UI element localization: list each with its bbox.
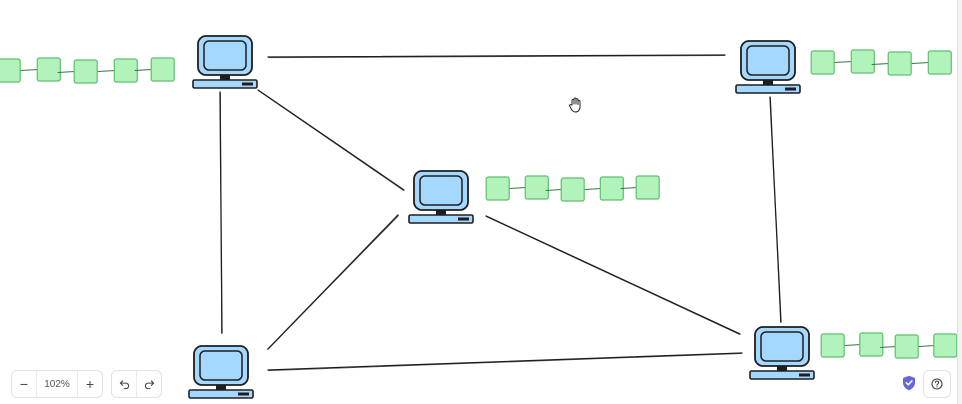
history-controls xyxy=(111,370,162,398)
chain-link xyxy=(834,61,853,63)
block[interactable] xyxy=(560,177,585,202)
computer-icon[interactable] xyxy=(749,326,815,380)
chain-link xyxy=(918,345,935,347)
block[interactable] xyxy=(0,58,21,83)
block[interactable] xyxy=(820,333,845,358)
connection-line[interactable] xyxy=(267,54,726,59)
block-chain xyxy=(0,57,175,84)
chain-link xyxy=(880,346,897,348)
chain-link xyxy=(844,344,861,346)
hand-cursor-icon xyxy=(569,97,581,113)
connection-line[interactable] xyxy=(219,91,223,334)
chain-link xyxy=(545,189,563,191)
block[interactable] xyxy=(850,49,875,74)
block-chain xyxy=(485,175,660,202)
block[interactable] xyxy=(635,175,660,200)
zoom-out-button[interactable]: − xyxy=(19,376,29,392)
chain-link xyxy=(97,70,116,72)
connection-line[interactable] xyxy=(267,352,743,372)
block[interactable] xyxy=(810,50,835,75)
computers-layer xyxy=(188,35,815,399)
block[interactable] xyxy=(927,50,952,75)
help-icon xyxy=(931,378,943,390)
connections-layer xyxy=(219,54,782,372)
block[interactable] xyxy=(887,51,912,76)
block[interactable] xyxy=(73,59,98,84)
chain-link xyxy=(134,69,153,71)
block[interactable] xyxy=(524,175,549,200)
block-chain xyxy=(810,49,952,76)
block[interactable] xyxy=(933,333,958,358)
block[interactable] xyxy=(36,57,61,82)
redo-icon xyxy=(144,379,154,389)
chain-link xyxy=(584,188,602,190)
connection-line[interactable] xyxy=(257,89,405,191)
connection-line[interactable] xyxy=(267,214,399,350)
chain-link xyxy=(620,187,638,189)
computer-icon[interactable] xyxy=(408,170,474,224)
help-button[interactable] xyxy=(923,370,951,398)
zoom-level-display[interactable]: 102% xyxy=(36,371,78,397)
zoom-controls: − 102% + xyxy=(11,370,103,398)
block[interactable] xyxy=(599,176,624,201)
undo-button[interactable] xyxy=(112,371,136,397)
computer-icon[interactable] xyxy=(192,35,258,89)
chain-link xyxy=(509,187,527,189)
block-chain xyxy=(820,332,958,359)
computer-icon[interactable] xyxy=(188,345,254,399)
chain-link xyxy=(911,62,930,64)
block[interactable] xyxy=(894,334,919,359)
block[interactable] xyxy=(113,58,138,83)
block-chains-layer xyxy=(0,49,958,359)
zoom-in-button[interactable]: + xyxy=(85,376,95,392)
redo-button[interactable] xyxy=(136,371,161,397)
chain-link xyxy=(57,71,76,73)
canvas-edge xyxy=(957,0,962,404)
shield-check-icon[interactable] xyxy=(902,375,916,391)
computer-icon[interactable] xyxy=(735,40,801,94)
block[interactable] xyxy=(150,57,175,82)
undo-icon xyxy=(119,379,129,389)
connection-line[interactable] xyxy=(769,96,782,323)
block[interactable] xyxy=(485,176,510,201)
chain-link xyxy=(871,63,890,65)
block[interactable] xyxy=(859,332,884,357)
chain-link xyxy=(20,69,39,71)
connection-line[interactable] xyxy=(485,215,741,335)
